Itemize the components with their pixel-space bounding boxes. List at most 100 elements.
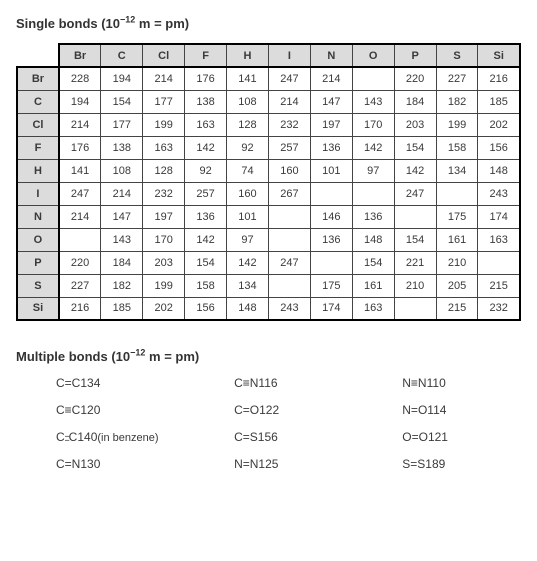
cell: 97 [352,159,394,182]
cell: 257 [185,182,227,205]
cell: 177 [101,113,143,136]
cell: 142 [185,136,227,159]
multi-cell: C=N130 [56,457,234,471]
cell: 92 [185,159,227,182]
cell [59,228,101,251]
cell: 163 [478,228,520,251]
cell: 142 [352,136,394,159]
cell [394,205,436,228]
cell: 74 [227,159,269,182]
cell [436,182,478,205]
cell: 215 [436,297,478,320]
cell: 202 [143,297,185,320]
cell: 148 [227,297,269,320]
cell [268,228,310,251]
cell: 182 [436,90,478,113]
cell: 156 [185,297,227,320]
bond-value: 116 [258,376,277,390]
bond-value: 130 [80,457,100,471]
row-head-h: H [17,159,59,182]
col-head-n: N [310,44,352,67]
cell [394,297,436,320]
cell: 136 [185,205,227,228]
cell [310,182,352,205]
multi-title-exp: −12 [130,348,145,358]
bond-value: 122 [259,403,279,417]
multi-title-suffix: m = pm) [145,349,199,364]
bond-pair: C≡N [234,376,258,390]
cell: 202 [478,113,520,136]
bond-pair: O=O [402,430,428,444]
cell: 136 [352,205,394,228]
cell: 197 [310,113,352,136]
multi-cell: N=N125 [234,457,402,471]
multi-cell: C=C134 [56,376,234,390]
row-head-si: Si [17,297,59,320]
col-head-p: P [394,44,436,67]
table-row: Si216185202156148243174163215232 [17,297,520,320]
cell: 147 [101,205,143,228]
cell: 243 [478,182,520,205]
cell: 138 [101,136,143,159]
cell: 161 [352,274,394,297]
cell: 232 [143,182,185,205]
cell: 232 [478,297,520,320]
cell: 97 [227,228,269,251]
row-head-br: Br [17,67,59,90]
single-title-exp: −12 [120,15,135,25]
multi-cell: S=S189 [402,457,521,471]
table-row: P220184203154142247154221210 [17,251,520,274]
cell: 228 [59,67,101,90]
col-head-s: S [436,44,478,67]
cell: 128 [227,113,269,136]
row-head-n: N [17,205,59,228]
cell: 142 [185,228,227,251]
cell: 141 [59,159,101,182]
cell: 210 [394,274,436,297]
cell: 143 [352,90,394,113]
cell: 134 [227,274,269,297]
cell: 147 [310,90,352,113]
cell: 203 [394,113,436,136]
col-head-cl: Cl [143,44,185,67]
multi-row: C≡C120C=O122N=O114 [56,403,521,417]
cell: 243 [268,297,310,320]
bond-pair: S=S [402,457,425,471]
cell: 160 [268,159,310,182]
cell: 142 [394,159,436,182]
bond-pair: N=N [234,457,258,471]
table-row: Br228194214176141247214220227216 [17,67,520,90]
bond-pair: C=N [56,457,80,471]
cell: 184 [101,251,143,274]
cell [268,205,310,228]
cell: 221 [394,251,436,274]
row-head-p: P [17,251,59,274]
cell: 205 [436,274,478,297]
table-row: F17613816314292257136142154158156 [17,136,520,159]
cell: 161 [436,228,478,251]
cell: 134 [436,159,478,182]
cell: 175 [310,274,352,297]
cell [352,67,394,90]
cell: 182 [101,274,143,297]
bond-value: 121 [428,430,448,444]
multi-cell: N≡N110 [402,376,521,390]
cell: 138 [185,90,227,113]
multi-cell: C≡C120 [56,403,234,417]
single-tbody: Br228194214176141247214220227216C1941541… [17,67,520,320]
col-head-o: O [352,44,394,67]
bond-value: 156 [258,430,278,444]
cell: 136 [310,136,352,159]
cell: 154 [352,251,394,274]
single-header-row: BrCClFHINOPSSi [17,44,520,67]
cell: 199 [143,113,185,136]
cell: 216 [59,297,101,320]
multi-cell: C=S156 [234,430,402,444]
row-head-o: O [17,228,59,251]
cell: 220 [394,67,436,90]
cell: 214 [268,90,310,113]
cell: 174 [310,297,352,320]
bond-value: 125 [258,457,278,471]
bond-value: 134 [80,376,100,390]
cell: 143 [101,228,143,251]
